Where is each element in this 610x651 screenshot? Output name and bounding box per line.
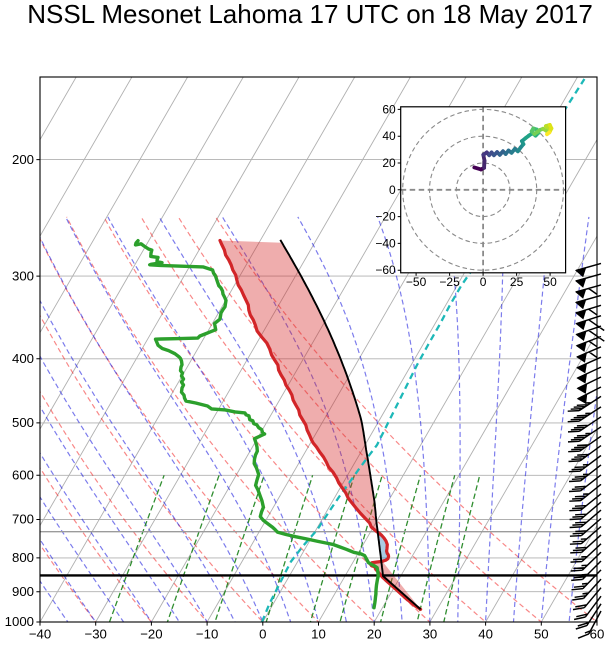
svg-text:−20: −20 xyxy=(375,210,396,224)
svg-text:NSSL Mesonet Lahoma 17 UTC on: NSSL Mesonet Lahoma 17 UTC on 18 May 201… xyxy=(27,0,593,29)
svg-text:60: 60 xyxy=(382,102,396,116)
svg-text:700: 700 xyxy=(12,512,34,527)
svg-text:−50: −50 xyxy=(406,275,427,289)
svg-text:30: 30 xyxy=(423,627,438,642)
svg-text:600: 600 xyxy=(12,468,34,483)
svg-text:−20: −20 xyxy=(140,627,162,642)
svg-text:20: 20 xyxy=(367,627,382,642)
svg-text:50: 50 xyxy=(534,627,549,642)
svg-text:40: 40 xyxy=(478,627,493,642)
svg-text:60: 60 xyxy=(590,627,605,642)
svg-text:300: 300 xyxy=(12,268,34,283)
svg-text:200: 200 xyxy=(12,152,34,167)
svg-text:10: 10 xyxy=(311,627,326,642)
svg-text:0: 0 xyxy=(480,275,487,289)
svg-text:−60: −60 xyxy=(375,263,396,277)
svg-text:0: 0 xyxy=(389,183,396,197)
svg-text:−30: −30 xyxy=(85,627,107,642)
svg-text:−40: −40 xyxy=(29,627,51,642)
svg-text:20: 20 xyxy=(382,156,396,170)
svg-text:900: 900 xyxy=(12,584,34,599)
svg-text:800: 800 xyxy=(12,550,34,565)
svg-text:40: 40 xyxy=(382,129,396,143)
svg-text:0: 0 xyxy=(259,627,266,642)
svg-text:−25: −25 xyxy=(439,275,460,289)
svg-text:500: 500 xyxy=(12,415,34,430)
svg-text:−40: −40 xyxy=(375,236,396,250)
svg-text:−10: −10 xyxy=(196,627,218,642)
svg-text:50: 50 xyxy=(543,275,557,289)
svg-text:25: 25 xyxy=(510,275,524,289)
svg-text:400: 400 xyxy=(12,351,34,366)
svg-text:1000: 1000 xyxy=(5,614,34,629)
